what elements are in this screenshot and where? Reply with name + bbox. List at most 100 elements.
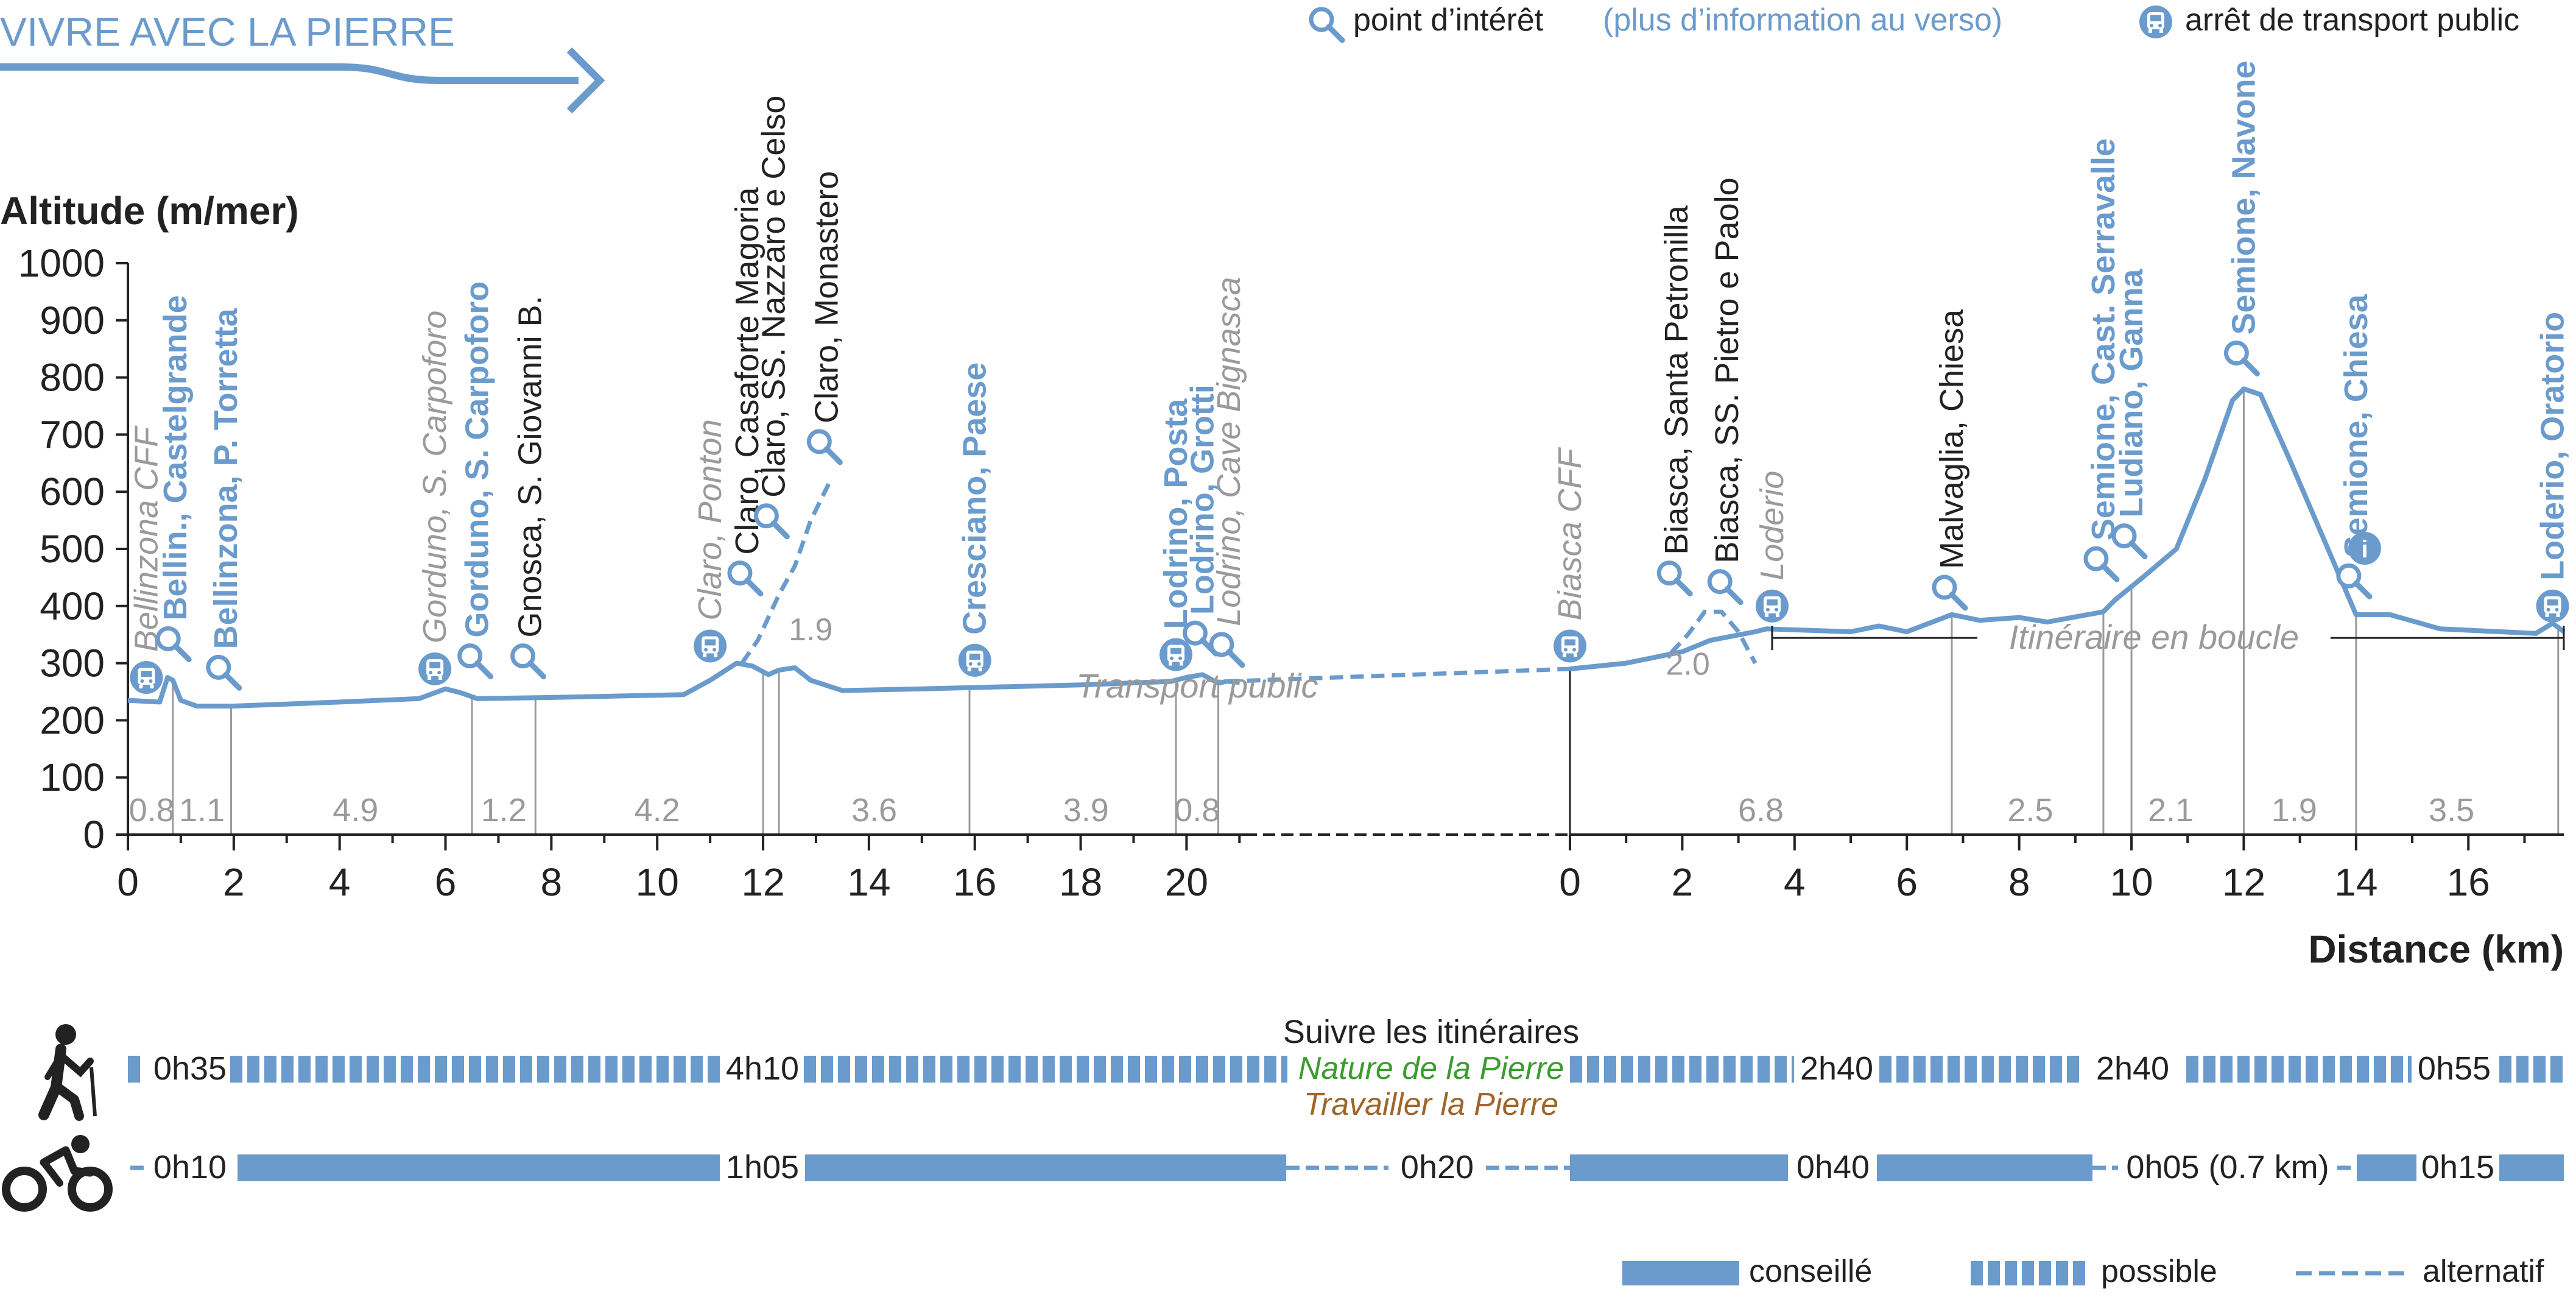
possible-bar-block <box>435 1056 447 1083</box>
point-label: Semione, Chiesa <box>2338 294 2374 557</box>
possible-bar-block <box>401 1056 413 1083</box>
possible-bar-block <box>247 1056 259 1083</box>
possible-bar-block <box>2516 1056 2528 1083</box>
possible-bar-block <box>1043 1056 1055 1083</box>
poi-icon <box>1211 634 1242 665</box>
x-tick-label: 12 <box>741 860 784 904</box>
possible-bar-block <box>1281 1056 1287 1083</box>
possible-bar-block <box>2056 1261 2068 1285</box>
possible-bar-block <box>486 1056 498 1083</box>
possible-bar-block <box>1247 1056 1259 1083</box>
possible-bar-block <box>872 1056 884 1083</box>
x-axis-title: Distance (km) <box>2308 927 2564 971</box>
x-tick-label: 20 <box>1165 860 1208 904</box>
possible-bar-block <box>923 1056 935 1083</box>
recommended-bar <box>2499 1154 2564 1181</box>
distance-label: 3.5 <box>2429 792 2474 829</box>
point-label: Gorduno, S. Carpoforo <box>459 281 496 638</box>
bike-duration-label: 0h10 <box>153 1149 227 1186</box>
possible-bar-block <box>2220 1056 2233 1083</box>
poi-icon <box>1709 571 1740 603</box>
point-label: Biasca CFF <box>1552 447 1588 620</box>
distance-dividers <box>172 389 2560 835</box>
x-tick-label: 8 <box>541 860 563 904</box>
distance-label: 4.9 <box>333 792 378 829</box>
x-tick-label: 10 <box>636 860 679 904</box>
bus-stop-icon <box>694 629 727 663</box>
recommended-bar <box>2357 1154 2416 1181</box>
svg-text:i: i <box>2361 536 2368 563</box>
x-tick-label: 6 <box>435 860 457 904</box>
annotation-label: Transport public <box>1076 666 1318 705</box>
annotations: 1.9 Transport public 2.0 Itinéraire en bouc… <box>789 612 2565 705</box>
bus-stop-icon <box>1554 629 1586 663</box>
point-label: Gorduno, S. Carpoforo <box>417 311 453 643</box>
bus-stop-icon <box>1755 589 1789 623</box>
poi-icon <box>208 657 239 688</box>
possible-bar-block <box>588 1056 600 1083</box>
possible-bar-block <box>2237 1056 2250 1083</box>
y-tick-label: 800 <box>40 356 105 400</box>
distance-label: 1.1 <box>179 792 225 829</box>
bus-stop-icon <box>130 661 163 694</box>
bus-stop-icon <box>418 652 452 685</box>
point-label: Lodrino, Posta <box>1158 398 1194 629</box>
distance-label: 2.1 <box>2148 792 2194 829</box>
point-label: Biasca, Santa Petronilla <box>1658 205 1695 554</box>
point-label: Claro, Ponton <box>692 419 728 620</box>
possible-bar-block <box>2391 1056 2403 1083</box>
cycling-icon <box>2 1135 113 1212</box>
possible-bar-block <box>1672 1056 1684 1083</box>
possible-bar-block <box>1792 1056 1794 1083</box>
point-label: Claro, SS. Nazzaro e Celso <box>755 96 792 498</box>
possible-bar-block <box>1008 1056 1021 1083</box>
point-label: Lodrino, Cave Bignasca <box>1211 277 1247 626</box>
possible-bar-block <box>1213 1056 1225 1083</box>
y-tick-label: 200 <box>40 698 105 742</box>
walk-duration-label: 0h35 <box>153 1050 227 1087</box>
poi-legend-extra: (plus d’information au verso) <box>1603 2 2002 38</box>
possible-bar-block <box>1988 1261 2000 1285</box>
legend-recommended-label: conseillé <box>1749 1254 1872 1289</box>
y-tick-label: 500 <box>40 527 105 571</box>
possible-bar-block <box>940 1056 952 1083</box>
poi-icon <box>158 628 189 659</box>
point-label: Semione, Navone <box>2225 60 2262 334</box>
possible-bar-block <box>1740 1056 1753 1083</box>
distance-label: 3.9 <box>1063 792 1109 829</box>
y-tick-label: 600 <box>40 470 105 514</box>
point-label: Claro, Casaforte Magoria <box>729 186 765 554</box>
x-tick-label: 16 <box>953 860 996 904</box>
possible-bar-block <box>1230 1056 1242 1083</box>
possible-bar-block <box>2550 1056 2563 1083</box>
possible-bar-block <box>1913 1056 1926 1083</box>
possible-bar-block <box>418 1056 430 1083</box>
possible-bar-block <box>1706 1056 1719 1083</box>
possible-bar-block <box>315 1056 328 1083</box>
possible-bar-block <box>1077 1056 1089 1083</box>
point-label: Loderio, Oratorio <box>2535 312 2571 581</box>
possible-bar-block <box>2186 1056 2198 1083</box>
work-label: Travailler la Pierre <box>1304 1087 1558 1122</box>
distance-label: 1.9 <box>2272 792 2317 829</box>
x-tick-label: 6 <box>1896 860 1918 904</box>
distance-label: 2.5 <box>2008 792 2053 829</box>
durations-section: Suivre les itinéraires Nature de la Pier… <box>2 1014 2564 1212</box>
transport-legend-label: arrêt de transport public <box>2185 2 2519 38</box>
possible-bar-block <box>2067 1056 2079 1083</box>
possible-bar-block <box>1162 1056 1174 1083</box>
poi-icon <box>809 431 840 462</box>
possible-bar-block <box>2039 1261 2051 1285</box>
point-label: Bellinzona CFF <box>128 425 164 652</box>
poi-legend: point d’intérêt (plus d’information au v… <box>1311 2 2002 40</box>
possible-bar-block <box>2033 1056 2045 1083</box>
possible-bar-block <box>1723 1056 1736 1083</box>
possible-bar-block <box>2022 1261 2034 1285</box>
x-tick-label: 2 <box>223 860 245 904</box>
point-label: Gnosca, S. Giovanni B. <box>512 295 549 637</box>
possible-bar-block <box>906 1056 918 1083</box>
possible-bar-block <box>639 1056 652 1083</box>
possible-bar-block <box>1965 1056 1977 1083</box>
x-tick-label: 14 <box>2334 860 2377 904</box>
